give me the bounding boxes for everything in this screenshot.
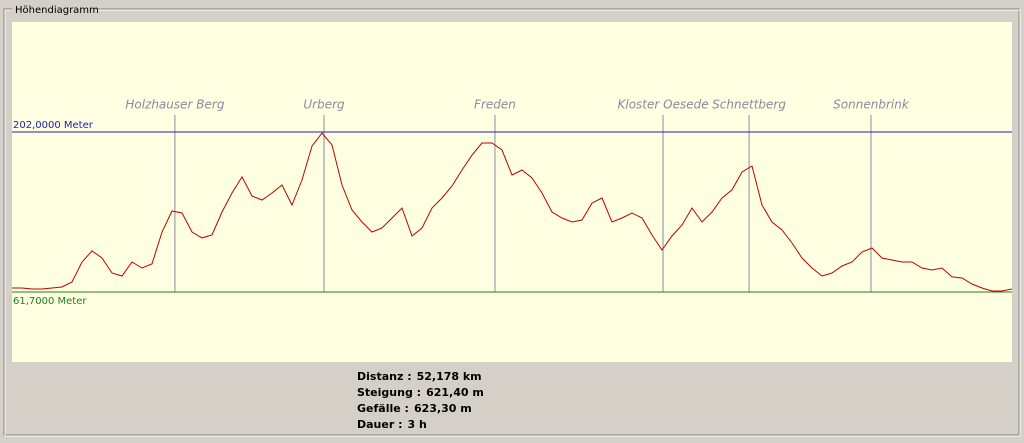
stat-value: 52,178 km — [417, 370, 482, 383]
waypoint-label: Sonnenbrink — [833, 98, 910, 112]
group-border — [3, 8, 1020, 436]
elevation-profile — [12, 132, 1013, 292]
reference-label: 202,0000 Meter — [13, 120, 94, 131]
stat-label: Distanz : — [357, 370, 412, 383]
group-title: Höhendiagramm — [15, 5, 99, 16]
waypoint-label: Urberg — [303, 98, 345, 112]
waypoint-label: Freden — [474, 98, 516, 112]
reference-label: 61,7000 Meter — [13, 296, 87, 307]
stat-row: Dauer : 3 h — [357, 418, 427, 431]
stat-row: Steigung : 621,40 m — [357, 386, 484, 399]
stat-value: 623,30 m — [414, 402, 472, 415]
stat-row: Gefälle : 623,30 m — [357, 402, 472, 415]
stats: Distanz : 52,178 km Steigung : 621,40 m Gefä… — [357, 370, 484, 431]
plot-area — [12, 22, 1012, 362]
stat-row: Distanz : 52,178 km — [357, 370, 482, 383]
group-border-light — [4, 9, 1021, 437]
waypoint-label: Schnettberg — [712, 98, 786, 112]
waypoint-label: Kloster Oesede — [617, 98, 708, 112]
waypoint-label: Holzhauser Berg — [125, 98, 224, 112]
stat-value: 621,40 m — [426, 386, 484, 399]
stat-value: 3 h — [408, 418, 427, 431]
stat-label: Steigung : — [357, 386, 421, 399]
stat-label: Gefälle : — [357, 402, 409, 415]
group-title-bg — [12, 5, 94, 15]
stat-label: Dauer : — [357, 418, 403, 431]
